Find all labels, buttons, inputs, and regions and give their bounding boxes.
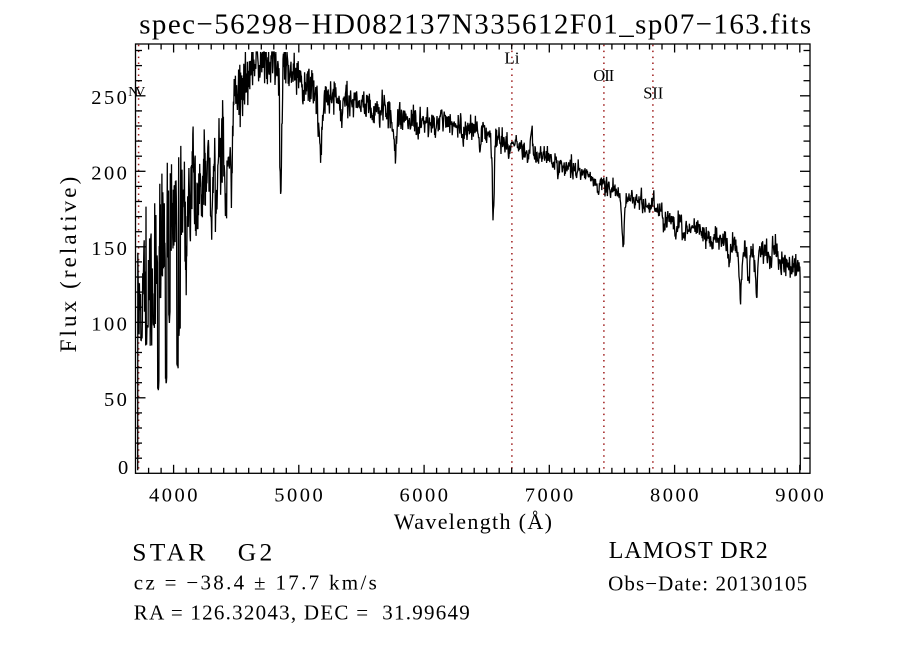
svg-text:spec−56298−HD082137N335612F01_: spec−56298−HD082137N335612F01_sp07−163.f… bbox=[139, 9, 811, 41]
svg-text:Flux (relative): Flux (relative) bbox=[56, 174, 81, 353]
svg-text:OII: OII bbox=[593, 66, 614, 85]
svg-text:250: 250 bbox=[91, 87, 129, 109]
svg-text:9000: 9000 bbox=[775, 485, 826, 507]
svg-text:cz = −38.4 ± 17.7 km/s: cz = −38.4 ± 17.7 km/s bbox=[134, 571, 377, 595]
svg-text:SII: SII bbox=[643, 84, 663, 103]
svg-text:200: 200 bbox=[91, 162, 129, 184]
svg-text:5000: 5000 bbox=[274, 485, 325, 507]
svg-text:Obs−Date: 20130105: Obs−Date: 20130105 bbox=[608, 572, 807, 596]
svg-text:50: 50 bbox=[104, 389, 129, 411]
svg-text:STAR G2: STAR G2 bbox=[132, 537, 272, 566]
svg-text:150: 150 bbox=[91, 238, 129, 260]
svg-text:0: 0 bbox=[118, 457, 131, 479]
svg-text:RA = 126.32043, DEC = 31.9964: RA = 126.32043, DEC = 31.99649 bbox=[134, 601, 470, 625]
svg-text:Li: Li bbox=[504, 49, 519, 68]
svg-text:4000: 4000 bbox=[149, 485, 200, 507]
svg-text:LAMOST DR2: LAMOST DR2 bbox=[609, 538, 768, 564]
svg-text:NV: NV bbox=[128, 85, 145, 100]
svg-text:8000: 8000 bbox=[650, 485, 701, 507]
svg-text:7000: 7000 bbox=[525, 485, 576, 507]
svg-text:6000: 6000 bbox=[400, 485, 451, 507]
svg-text:Wavelength (Å): Wavelength (Å) bbox=[394, 509, 552, 534]
svg-text:100: 100 bbox=[91, 313, 129, 335]
